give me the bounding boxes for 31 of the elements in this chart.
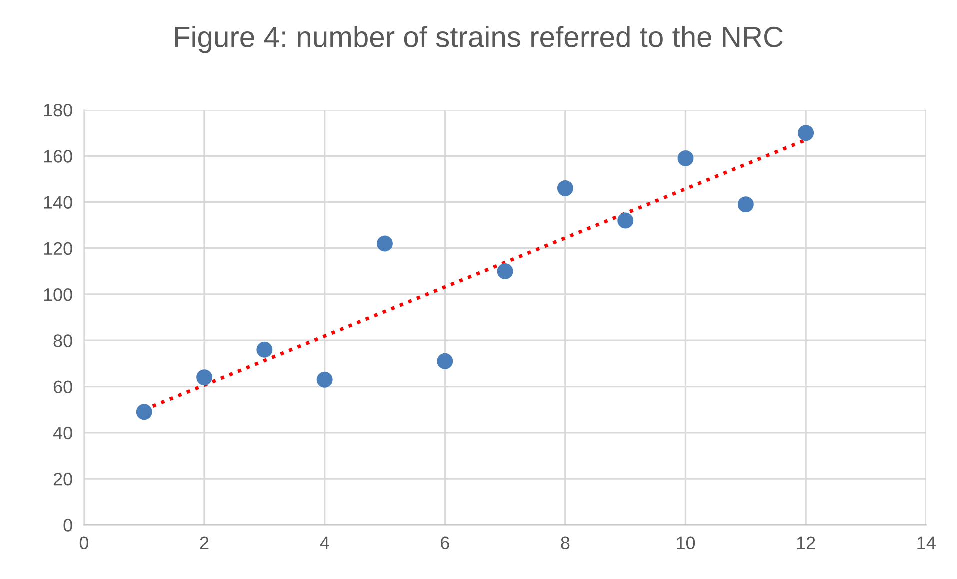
point: [377, 236, 393, 252]
y-tick-label: 120: [44, 242, 72, 256]
point: [798, 125, 814, 142]
y-tick-label: 20: [54, 472, 72, 486]
y-tick-label: 40: [53, 426, 72, 440]
y-tick-label: 180: [44, 104, 72, 117]
x-tick-label: 6: [441, 536, 450, 550]
x-tick-label: 12: [797, 536, 816, 550]
y-tick-label: 160: [44, 150, 72, 163]
point: [256, 342, 273, 358]
y-tick-label: 100: [44, 288, 72, 302]
x-tick-label: 10: [677, 536, 696, 550]
x-tick-label: 8: [561, 536, 570, 550]
point: [196, 370, 213, 386]
chart-title: Figure 4: number of strains referred to the NRC: [175, 26, 783, 54]
point: [316, 372, 333, 388]
x-tick-label: 14: [918, 536, 936, 550]
point: [136, 404, 152, 420]
point: [497, 263, 514, 280]
point: [678, 150, 694, 166]
y-tick-label: 140: [44, 196, 72, 209]
y-tick-label: 80: [54, 334, 72, 348]
point: [557, 180, 574, 196]
x-tick-label: 0: [80, 536, 89, 550]
y-tick-label: 60: [54, 380, 72, 394]
point: [618, 212, 634, 229]
y-tick-label: 0: [64, 519, 72, 532]
x-tick-label: 2: [200, 536, 209, 550]
point: [738, 196, 754, 213]
x-tick-label: 4: [320, 536, 330, 550]
point: [437, 353, 454, 370]
